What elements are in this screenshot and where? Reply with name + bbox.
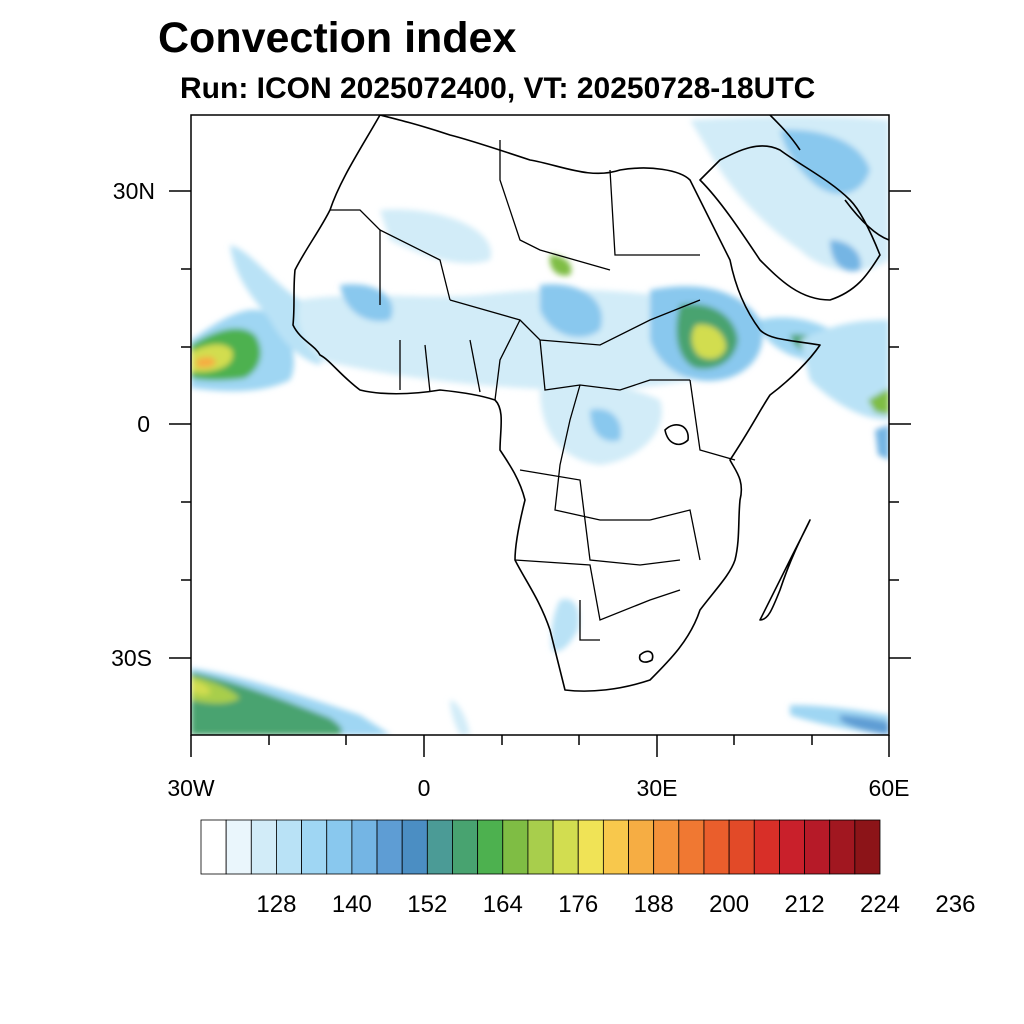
lon-label-0: 0: [418, 775, 431, 801]
colorbar-box-25: [829, 819, 856, 875]
colorbar-box-20: [703, 819, 730, 875]
lat-label-0: 0: [137, 411, 150, 437]
colorbar-label: 188: [634, 891, 674, 918]
colorbar: [200, 819, 881, 875]
lon-label-30w: 30W: [167, 775, 215, 801]
colorbar-box-24: [804, 819, 831, 875]
country-borders: [330, 140, 736, 641]
map-subtitle: Run: ICON 2025072400, VT: 20250728-18UTC: [180, 72, 816, 105]
map-title: Convection index: [158, 14, 517, 62]
colorbar-label: 200: [709, 891, 749, 918]
colorbar-box-16: [602, 819, 629, 875]
colorbar-box-11: [477, 819, 504, 875]
colorbar-box-8: [401, 819, 428, 875]
colorbar-labels: 128 140 152 164 176 188 200 212 224 236: [256, 891, 975, 918]
colorbar-label: 140: [332, 891, 372, 918]
colorbar-box-26: [854, 819, 881, 875]
colorbar-box-23: [779, 819, 805, 875]
colorbar-box-15: [577, 819, 604, 875]
colorbar-label: 176: [558, 891, 598, 918]
map-frame: [169, 114, 911, 757]
colorbar-box-9: [426, 819, 453, 875]
colorbar-box-7: [376, 819, 403, 875]
colorbar-box-3: [276, 819, 302, 875]
colorbar-box-19: [678, 819, 705, 875]
colorbar-label: 152: [407, 891, 447, 918]
colorbar-box-10: [452, 819, 479, 875]
lat-label-30s: 30S: [111, 645, 152, 671]
colorbar-box-13: [527, 819, 554, 875]
lon-label-30e: 30E: [637, 775, 678, 801]
colorbar-box-0: [200, 819, 227, 875]
colorbar-box-6: [351, 819, 378, 875]
colorbar-label: 236: [935, 891, 975, 918]
colorbar-box-17: [628, 819, 655, 875]
colorbar-box-21: [728, 819, 755, 875]
coastline: [292, 115, 889, 692]
colorbar-box-12: [502, 819, 529, 875]
colorbar-box-1: [225, 819, 252, 875]
colorbar-box-2: [250, 819, 277, 875]
colorbar-label: 128: [256, 891, 296, 918]
lat-label-30n: 30N: [113, 178, 155, 204]
lon-label-60e: 60E: [869, 775, 910, 801]
colorbar-box-18: [653, 819, 680, 875]
colorbar-label: 164: [483, 891, 523, 918]
convection-field: [191, 116, 889, 735]
colorbar-box-22: [753, 819, 780, 875]
colorbar-box-14: [552, 819, 579, 875]
colorbar-box-5: [326, 819, 353, 875]
colorbar-label: 212: [785, 891, 825, 918]
colorbar-box-4: [301, 819, 328, 875]
colorbar-label: 224: [860, 891, 900, 918]
